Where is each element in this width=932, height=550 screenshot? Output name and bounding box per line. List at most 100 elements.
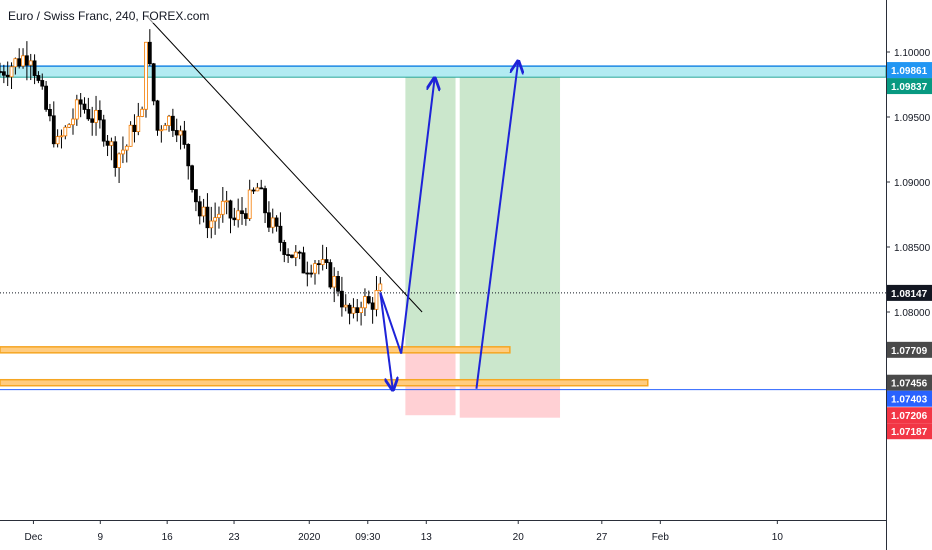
candle — [5, 74, 10, 78]
x-tick-label: Dec — [25, 532, 43, 543]
candle — [32, 60, 37, 76]
candle — [297, 251, 302, 254]
candle — [63, 126, 68, 137]
candle — [124, 145, 129, 151]
x-tick-label: 20 — [513, 532, 525, 543]
candle — [36, 75, 41, 81]
candle — [28, 60, 33, 66]
candle — [232, 217, 237, 221]
price-label: 1.09861 — [891, 66, 928, 77]
candle — [113, 141, 118, 168]
candle — [255, 187, 260, 192]
candle — [197, 201, 202, 217]
candle — [332, 276, 337, 288]
candle — [313, 263, 317, 274]
candle — [347, 304, 352, 314]
candle — [167, 115, 171, 126]
candle — [59, 135, 64, 138]
price-label-box — [887, 407, 932, 424]
candle — [132, 124, 137, 132]
candle — [324, 259, 329, 263]
candle — [121, 149, 125, 155]
support-zone — [0, 346, 511, 354]
price-label: 1.07187 — [891, 427, 928, 438]
candle — [209, 220, 214, 229]
candle — [194, 189, 198, 203]
price-label: 1.07456 — [891, 379, 928, 390]
candle — [40, 80, 45, 87]
x-tick-label: 16 — [162, 532, 174, 543]
candle — [293, 251, 298, 258]
trendline — [145, 15, 423, 313]
candle — [55, 136, 60, 145]
candle — [205, 206, 210, 229]
support-zone — [0, 378, 649, 387]
price-label: 1.09837 — [891, 82, 928, 93]
candle — [48, 108, 52, 117]
candle — [51, 115, 56, 145]
candle — [144, 41, 148, 110]
candle — [247, 189, 252, 219]
candle — [74, 99, 79, 120]
candle — [274, 217, 279, 227]
candle — [355, 307, 360, 313]
candle — [147, 41, 152, 65]
candle — [140, 108, 145, 117]
candle — [178, 130, 183, 136]
candle — [263, 188, 267, 214]
candle — [259, 187, 264, 190]
projection-arrow — [379, 292, 393, 391]
candle — [159, 129, 164, 132]
candle — [78, 99, 83, 105]
position-loss-zone — [459, 382, 561, 418]
candle — [267, 212, 271, 228]
x-tick-label: 23 — [228, 532, 240, 543]
price-label-box — [887, 423, 932, 440]
candle — [378, 283, 383, 291]
candle — [151, 63, 156, 102]
candle — [217, 213, 221, 219]
candle — [251, 189, 256, 192]
candle — [336, 276, 340, 292]
resistance-zone — [0, 65, 887, 78]
y-tick-label: 1.09500 — [894, 113, 931, 124]
candle — [94, 109, 98, 123]
price-label-box — [887, 78, 932, 95]
x-tick-label: 10 — [772, 532, 784, 543]
y-tick-label: 1.08500 — [894, 243, 931, 254]
price-label: 1.07403 — [891, 395, 928, 406]
candle — [24, 55, 29, 66]
candle — [105, 140, 110, 146]
x-tick-label: 27 — [596, 532, 608, 543]
candle — [86, 109, 91, 120]
candle — [190, 165, 194, 190]
candle — [182, 130, 187, 145]
candle — [339, 290, 344, 308]
price-label-box — [887, 374, 932, 391]
candle — [220, 200, 225, 215]
candle — [228, 200, 233, 219]
projection-arrow — [475, 61, 518, 389]
chart-title: Euro / Swiss Franc, 240, FOREX.com — [6, 9, 212, 23]
x-tick-label: 09:30 — [355, 532, 380, 543]
candle — [320, 259, 325, 265]
price-label-box — [887, 341, 932, 358]
candle — [9, 66, 14, 78]
price-label-box — [887, 390, 932, 407]
candle — [128, 124, 133, 147]
projection-arrow — [379, 78, 434, 354]
candle — [170, 115, 175, 131]
price-label-box — [887, 62, 932, 79]
candle — [366, 296, 371, 304]
y-tick-label: 1.09000 — [894, 178, 931, 189]
candle — [359, 307, 364, 313]
candle — [316, 263, 321, 266]
candle — [370, 302, 375, 310]
candle — [240, 210, 244, 215]
candle — [155, 100, 160, 131]
candle — [309, 272, 314, 275]
y-tick-label: 1.08000 — [894, 308, 931, 319]
candle — [282, 242, 287, 255]
